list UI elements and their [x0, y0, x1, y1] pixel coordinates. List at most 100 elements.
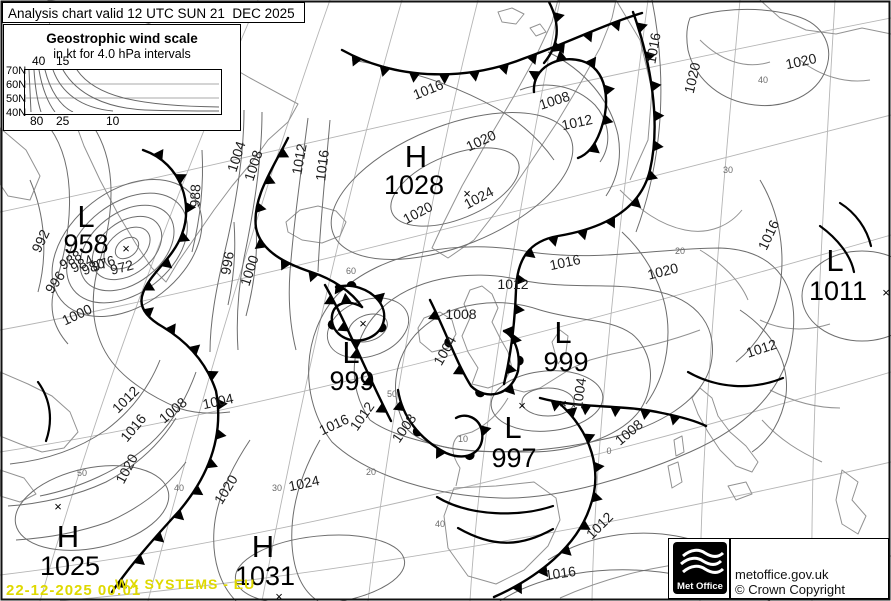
trough-line	[686, 370, 785, 388]
cold-front-barb	[588, 142, 600, 154]
scale-value-15: 15	[56, 54, 70, 68]
cold-front-barb	[640, 409, 652, 420]
cold-front-barb	[594, 461, 605, 473]
warm-front-barb	[475, 390, 485, 398]
cold-front-barb	[580, 404, 592, 416]
isobar-label: 1016	[312, 149, 332, 182]
isobar-label: 976	[90, 252, 117, 275]
cold-front-barb	[308, 271, 319, 283]
scale-value-10: 10	[106, 114, 120, 128]
metoffice-url[interactable]: metoffice.gov.uk	[735, 567, 829, 582]
pressure-center-mark: ×	[559, 396, 567, 411]
pressure-center-letter: H	[57, 519, 79, 554]
cold-front-barb	[630, 197, 642, 209]
isobar-label: 1008	[612, 416, 646, 448]
cold-front-barb	[547, 235, 559, 247]
cold-front-barb	[468, 70, 480, 82]
trough-line	[818, 224, 856, 274]
cold-front-barb	[583, 433, 596, 444]
cold-front-barb	[153, 531, 165, 543]
cold-front	[532, 58, 608, 160]
cold-front-barb	[379, 65, 391, 77]
coast-france	[452, 397, 509, 487]
cold-front-barb	[528, 70, 541, 81]
isobar-label: 1020	[463, 127, 498, 155]
cold-front-barb	[435, 447, 446, 459]
pressure-center-mark: ×	[122, 241, 130, 256]
cold-front-barb	[551, 41, 564, 52]
pressure-center-value: 999	[543, 347, 588, 377]
isobar-label: 1012	[346, 399, 377, 434]
cold-front-barb	[349, 348, 362, 359]
cold-front-barb	[585, 56, 597, 69]
cold-front-barb	[646, 170, 659, 181]
cold-front-barb	[215, 428, 227, 440]
cold-front-barb	[438, 74, 450, 85]
scale-value-25: 25	[56, 114, 70, 128]
cold-front-barb	[566, 407, 578, 418]
cold-front-barb	[351, 55, 362, 67]
coast-balkans	[761, 389, 867, 535]
graticule-label: 30	[723, 165, 733, 175]
isobar-label: 1020	[681, 61, 704, 95]
pressure-center-value: 958	[63, 229, 108, 259]
cold-front-barb	[133, 554, 145, 566]
isobar-label: 1012	[497, 276, 528, 292]
coast-iceland	[285, 205, 347, 244]
isobar-label: 1016	[544, 563, 577, 583]
warm-front-barb	[346, 281, 357, 287]
warm-front-barb	[327, 319, 335, 330]
isobar-label: 988	[187, 184, 204, 208]
lat-label-60n: 60N	[6, 79, 27, 91]
cold-front-barb	[173, 509, 185, 521]
coast-ireland	[417, 311, 457, 353]
pressure-center-value: 1028	[384, 170, 444, 200]
warm-front-barb	[379, 322, 387, 333]
branding-panel: Met Office metoffice.gov.uk © Crown Copy…	[668, 538, 889, 599]
coast-scandinavia	[431, 0, 617, 259]
trough-line	[838, 201, 873, 248]
graticule-label: 20	[675, 246, 685, 256]
cold-front	[502, 10, 656, 386]
isobar-label: 1012	[744, 336, 779, 361]
scale-value-80: 80	[30, 114, 44, 128]
wind-scale-panel: Geostrophic wind scale in kt for 4.0 hPa…	[3, 24, 241, 131]
title-bar: Analysis chart valid 12 UTC SUN 21 DEC 2…	[2, 2, 305, 23]
coast-finland	[615, 0, 653, 181]
divider	[729, 539, 731, 598]
cold-front-barb	[254, 238, 266, 249]
trough-line	[435, 495, 555, 515]
cold-front-barb	[506, 363, 518, 375]
isobar-label: 1020	[112, 451, 141, 486]
isobar-label: 1020	[646, 260, 680, 283]
cold-front-barb	[582, 31, 593, 43]
isobar-label: 1016	[642, 31, 663, 65]
cold-front-barb	[503, 325, 514, 337]
cold-front-barb	[409, 72, 420, 83]
wind-scale-curves	[25, 69, 220, 113]
pressure-center-mark: ×	[275, 589, 283, 601]
cold-front-barb	[373, 292, 385, 304]
scale-value-40: 40	[32, 54, 46, 68]
cold-front	[538, 396, 708, 428]
graticule-label: 0	[606, 446, 611, 456]
graticule-label: 40	[758, 75, 768, 85]
lat-label-50n: 50N	[6, 93, 27, 105]
cold-front-barb	[115, 577, 127, 589]
occluded-front	[396, 388, 484, 458]
cold-front-barb	[605, 216, 616, 229]
warm-front-barb	[464, 453, 475, 461]
isobar-label: 1016	[548, 251, 582, 273]
warm-front-barb	[412, 427, 422, 437]
isobar-label: 1000	[237, 253, 262, 288]
warm-front-barb	[444, 337, 452, 348]
cold-front-barb	[428, 309, 440, 320]
system-stamp: WX SYSTEMS - EU	[115, 576, 256, 592]
graticule-label: 50	[77, 468, 87, 478]
cold-front-barb	[537, 565, 549, 577]
lat-label-70n: 70N	[6, 65, 27, 77]
cold-front-barb	[153, 148, 164, 161]
